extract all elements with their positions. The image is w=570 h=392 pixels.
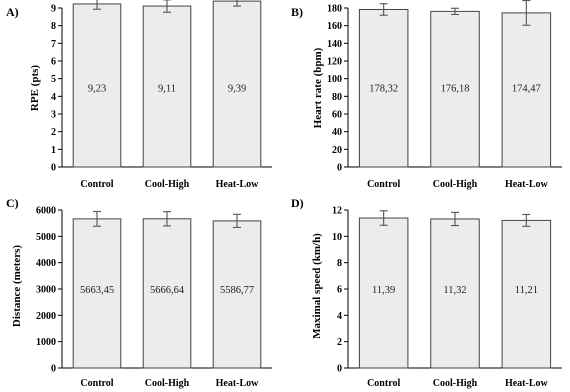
- x-tick-label: Control: [80, 179, 113, 190]
- y-tick-label: 4: [51, 92, 56, 103]
- panel-letter: A): [6, 5, 19, 19]
- y-tick-label: 7: [51, 39, 56, 50]
- error-bar: [379, 3, 388, 16]
- y-tick-label: 2000: [36, 311, 56, 322]
- error-bar: [451, 7, 459, 16]
- bar: [72, 218, 122, 369]
- x-tick-label: Control: [367, 378, 400, 389]
- y-tick-label: 0: [51, 163, 56, 174]
- data-label: 178,32: [369, 84, 398, 95]
- data-label: 11,32: [443, 285, 466, 296]
- x-tick-label: Cool-High: [433, 378, 478, 389]
- y-tick-label: 3000: [36, 285, 56, 296]
- bar: [142, 218, 192, 369]
- data-label: 9,39: [228, 84, 246, 95]
- data-label: 5666,64: [150, 285, 185, 296]
- x-tick-label: Heat-Low: [505, 378, 549, 389]
- data-label: 5663,45: [80, 285, 114, 296]
- panel-letter: C): [6, 196, 19, 210]
- y-tick-label: 5000: [36, 232, 56, 243]
- y-tick-label: 100: [327, 74, 342, 85]
- y-tick-label: 60: [332, 110, 342, 121]
- error-bar: [233, 0, 241, 7]
- data-label: 5586,77: [220, 285, 254, 296]
- x-tick-label: Cool-High: [433, 179, 478, 190]
- bar: [430, 10, 480, 168]
- y-tick-label: 180: [327, 4, 342, 15]
- bar: [212, 220, 262, 369]
- bar: [501, 12, 552, 168]
- y-tick-label: 160: [327, 21, 342, 32]
- y-tick-label: 8: [51, 21, 56, 32]
- data-label: 11,39: [372, 285, 395, 296]
- y-tick-label: 0: [337, 163, 342, 174]
- bar: [358, 217, 409, 369]
- y-tick-label: 1000: [36, 337, 56, 348]
- y-axis-label: RPE (pts): [29, 65, 41, 111]
- chart-panel-d: D) Maximal speed (km/h) 0 2 4 6 8 10 12 11,39 Cont…: [291, 196, 562, 389]
- chart-panel-b: B) Heart rate (bpm) 0 20 40 60 80 100 120 140 160 1…: [291, 0, 562, 190]
- x-tick-label: Control: [367, 179, 400, 190]
- panel-letter: B): [291, 5, 303, 19]
- y-tick-label: 80: [332, 92, 342, 103]
- y-tick-label: 6000: [36, 206, 56, 217]
- y-tick-label: 12: [332, 206, 342, 217]
- data-label: 9,11: [158, 84, 176, 95]
- x-tick-label: Cool-High: [145, 378, 190, 389]
- y-tick-label: 120: [327, 57, 342, 68]
- error-bar: [163, 211, 171, 227]
- bar: [430, 218, 480, 369]
- y-tick-label: 6: [51, 57, 56, 68]
- x-tick-label: Cool-High: [145, 179, 190, 190]
- bar: [212, 0, 262, 168]
- y-tick-label: 2: [51, 127, 56, 138]
- y-tick-label: 6: [337, 285, 342, 296]
- error-bar: [522, 213, 531, 227]
- panel-letter: D): [291, 196, 304, 210]
- x-tick-label: Control: [80, 378, 113, 389]
- y-tick-label: 3: [51, 110, 56, 121]
- error-bar: [451, 211, 459, 227]
- y-tick-label: 0: [337, 364, 342, 375]
- y-axis-label: Distance (meters): [11, 245, 23, 327]
- y-tick-label: 40: [332, 127, 342, 138]
- y-tick-label: 140: [327, 39, 342, 50]
- y-tick-label: 5: [51, 74, 56, 85]
- error-bar: [379, 210, 388, 226]
- data-label: 11,21: [515, 285, 538, 296]
- y-tick-label: 4000: [36, 258, 56, 269]
- y-tick-label: 8: [337, 258, 342, 269]
- y-tick-label: 2: [337, 337, 342, 348]
- y-tick-label: 20: [332, 145, 342, 156]
- y-tick-label: 10: [332, 232, 342, 243]
- bar: [358, 8, 409, 168]
- error-bar: [163, 0, 171, 13]
- data-label: 174,47: [512, 84, 541, 95]
- error-bar: [522, 0, 531, 26]
- bar: [72, 3, 122, 168]
- chart-panel-c: C) Distance (meters) 0 1000 2000 3000 4000 5000…: [6, 196, 272, 389]
- y-tick-label: 1: [51, 145, 56, 156]
- y-axis-label: Heart rate (bpm): [312, 47, 324, 128]
- data-label: 9,23: [88, 84, 106, 95]
- x-tick-label: Heat-Low: [216, 179, 260, 190]
- bar: [142, 5, 192, 168]
- error-bar: [233, 213, 241, 229]
- chart-panel-a: A) RPE (pts) 0 1 2 3 4 5 6 7 8 9 9,23 Control 9,11 Cool…: [6, 0, 272, 190]
- x-tick-label: Heat-Low: [505, 179, 549, 190]
- error-bar: [93, 0, 101, 10]
- error-bar: [93, 210, 101, 227]
- y-tick-label: 0: [51, 364, 56, 375]
- y-tick-label: 9: [51, 4, 56, 15]
- y-axis-label: Maximal speed (km/h): [311, 233, 323, 339]
- data-label: 176,18: [441, 84, 470, 95]
- y-tick-label: 4: [337, 311, 342, 322]
- x-tick-label: Heat-Low: [216, 378, 260, 389]
